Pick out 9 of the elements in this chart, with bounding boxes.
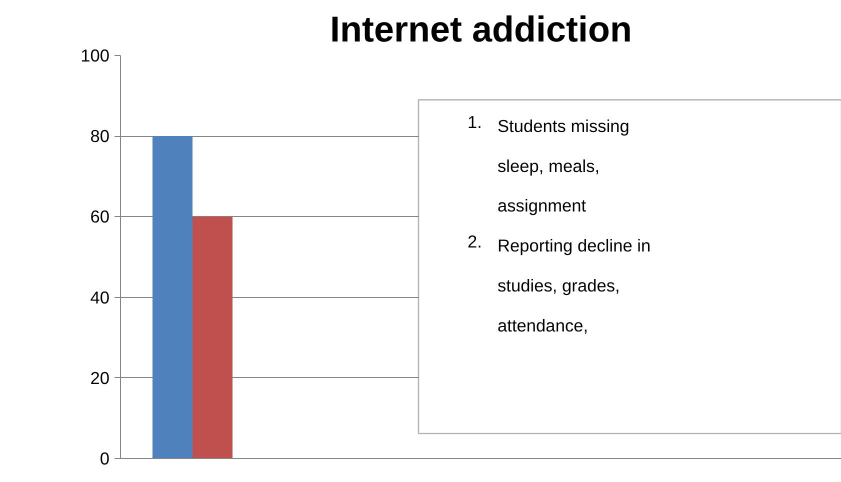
y-tick-label: 20 <box>90 368 110 388</box>
y-tick-label: 100 <box>80 46 110 66</box>
y-tick-label: 40 <box>90 287 110 308</box>
y-tick-label: 80 <box>90 126 110 146</box>
annotation: 1. Students missing sleep, meals, assignment <box>468 112 630 216</box>
chart-title: Internet addiction <box>330 8 632 50</box>
y-tick-label: 0 <box>100 448 110 468</box>
y-tick-label: 60 <box>90 206 110 227</box>
annotation: 2. Reporting decline in studies, grades, attendance, <box>468 232 651 336</box>
